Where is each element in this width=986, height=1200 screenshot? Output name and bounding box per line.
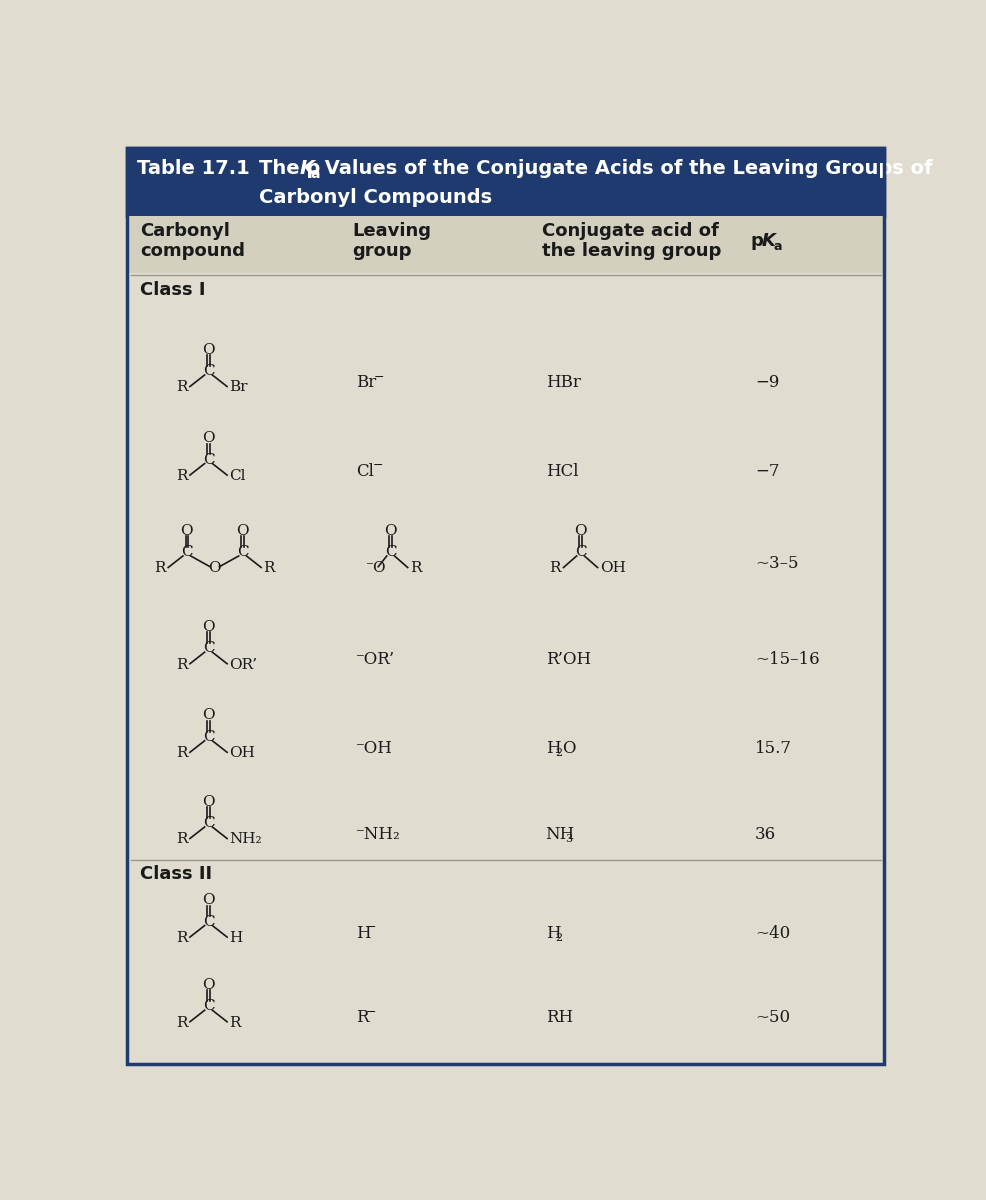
Text: compound: compound <box>140 242 246 260</box>
Text: Carbonyl: Carbonyl <box>140 222 230 240</box>
Text: ⁻O: ⁻O <box>366 562 387 575</box>
Text: ~15–16: ~15–16 <box>755 652 819 668</box>
Text: RH: RH <box>545 1009 573 1026</box>
Text: R: R <box>230 1015 241 1030</box>
Text: R: R <box>176 469 187 482</box>
Text: R’OH: R’OH <box>545 652 591 668</box>
Text: OH: OH <box>230 746 255 760</box>
Text: Class II: Class II <box>140 865 212 883</box>
Text: H: H <box>230 931 243 944</box>
Text: H: H <box>545 740 560 757</box>
Text: Cl: Cl <box>230 469 246 482</box>
Bar <box>127 148 883 216</box>
Bar <box>127 216 883 274</box>
Text: O: O <box>202 619 215 634</box>
Text: a: a <box>310 167 319 181</box>
Text: 15.7: 15.7 <box>755 740 792 757</box>
Text: ~3–5: ~3–5 <box>755 556 799 572</box>
Text: R: R <box>263 562 275 575</box>
Text: −: − <box>373 460 384 473</box>
Text: 2: 2 <box>556 932 563 943</box>
Text: K: K <box>299 160 315 178</box>
Text: group: group <box>352 242 411 260</box>
Text: O: O <box>202 708 215 722</box>
Text: ~40: ~40 <box>755 925 790 942</box>
Text: C: C <box>203 730 214 744</box>
Text: O: O <box>574 523 587 538</box>
Text: O: O <box>385 523 397 538</box>
Text: O: O <box>208 562 221 575</box>
Text: C: C <box>203 364 214 378</box>
Text: O: O <box>237 523 248 538</box>
Text: C: C <box>181 545 192 559</box>
Text: Conjugate acid of: Conjugate acid of <box>541 222 719 240</box>
Text: p: p <box>751 232 764 250</box>
Text: Cl: Cl <box>356 463 374 480</box>
Text: R: R <box>155 562 166 575</box>
Text: NH: NH <box>545 826 575 844</box>
Text: OR’: OR’ <box>230 658 257 672</box>
Text: C: C <box>203 452 214 467</box>
Text: O: O <box>202 431 215 445</box>
Text: NH₂: NH₂ <box>230 833 262 846</box>
Text: HCl: HCl <box>545 463 578 480</box>
Text: R: R <box>176 1015 187 1030</box>
Text: The p: The p <box>259 160 320 178</box>
Text: a: a <box>773 240 782 253</box>
Text: ⁻OH: ⁻OH <box>356 740 392 757</box>
Text: C: C <box>203 914 214 929</box>
Text: −7: −7 <box>755 463 779 480</box>
Text: Values of the Conjugate Acids of the Leaving Groups of: Values of the Conjugate Acids of the Lea… <box>317 160 933 178</box>
Text: O: O <box>202 978 215 992</box>
Text: −: − <box>366 922 377 935</box>
Text: Table 17.1: Table 17.1 <box>137 160 249 178</box>
Text: R: R <box>176 931 187 944</box>
Text: −: − <box>374 371 385 384</box>
Text: −9: −9 <box>755 374 779 391</box>
Text: ⁻OR’: ⁻OR’ <box>356 652 395 668</box>
Text: Leaving: Leaving <box>352 222 431 240</box>
Text: OH: OH <box>599 562 626 575</box>
Text: R: R <box>176 833 187 846</box>
Text: O: O <box>202 794 215 809</box>
Text: ~50: ~50 <box>755 1009 790 1026</box>
Text: R: R <box>176 746 187 760</box>
Text: O: O <box>562 740 576 757</box>
Text: 3: 3 <box>565 834 572 845</box>
Text: O: O <box>202 893 215 907</box>
Text: C: C <box>203 816 214 830</box>
Text: C: C <box>203 1000 214 1013</box>
Text: −: − <box>366 1006 377 1019</box>
Text: O: O <box>180 523 193 538</box>
Text: R: R <box>356 1009 368 1026</box>
Text: C: C <box>385 545 396 559</box>
Text: C: C <box>575 545 587 559</box>
Text: C: C <box>237 545 248 559</box>
Text: Class I: Class I <box>140 281 206 299</box>
Text: the leaving group: the leaving group <box>541 242 721 260</box>
Text: C: C <box>203 641 214 655</box>
Text: Br: Br <box>230 380 247 395</box>
Text: HBr: HBr <box>545 374 581 391</box>
Text: Carbonyl Compounds: Carbonyl Compounds <box>259 188 492 208</box>
Text: 2: 2 <box>556 748 563 758</box>
Text: R: R <box>176 658 187 672</box>
Text: R: R <box>176 380 187 395</box>
Text: R: R <box>549 562 561 575</box>
Text: 36: 36 <box>755 826 776 844</box>
Text: R: R <box>410 562 421 575</box>
Text: K: K <box>762 232 776 250</box>
Text: O: O <box>202 342 215 356</box>
Text: Br: Br <box>356 374 376 391</box>
Text: H: H <box>545 925 560 942</box>
Text: ⁻NH₂: ⁻NH₂ <box>356 826 400 844</box>
Text: H: H <box>356 925 371 942</box>
